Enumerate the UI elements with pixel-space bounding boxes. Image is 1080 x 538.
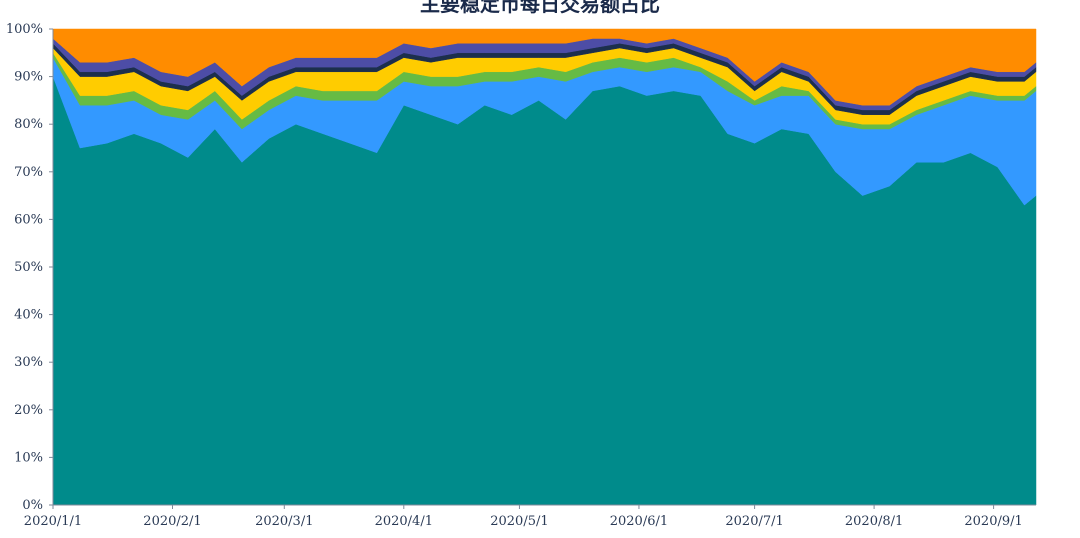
x-tick-label: 2020/3/1 <box>255 514 313 529</box>
x-tick-label: 2020/8/1 <box>845 514 903 529</box>
x-tick-labels: 2020/1/1 2020/2/1 2020/3/1 2020/4/1 2020/5/1… <box>24 514 1023 529</box>
y-tick-label: 40% <box>14 308 43 323</box>
series-areas <box>52 28 1037 506</box>
y-tick-labels: 0% 10% 20% 30% 40% 50% 60% 70% 80% 90% 100% <box>6 22 43 513</box>
x-tick-label: 2020/7/1 <box>725 514 783 529</box>
y-tick-label: 50% <box>14 260 43 275</box>
chart-title: 主要稳定币每日交易额占比 <box>420 0 660 16</box>
y-tick-label: 30% <box>14 355 43 370</box>
y-tick-label: 80% <box>14 117 43 132</box>
x-tick-label: 2020/4/1 <box>375 514 433 529</box>
y-tick-label: 70% <box>14 165 43 180</box>
y-tick-label: 90% <box>14 70 43 85</box>
y-tick-label: 60% <box>14 212 43 227</box>
x-tick-label: 2020/6/1 <box>610 514 668 529</box>
y-tick-label: 20% <box>14 403 43 418</box>
x-tick-label: 2020/5/1 <box>490 514 548 529</box>
series-area-7 <box>52 28 1037 106</box>
x-tick-label: 2020/1/1 <box>24 514 82 529</box>
axes <box>49 28 1036 509</box>
y-tick-label: 100% <box>6 22 43 37</box>
x-tick-label: 2020/9/1 <box>964 514 1022 529</box>
y-tick-label: 10% <box>14 450 43 465</box>
y-tick-label: 0% <box>22 498 43 513</box>
x-tick-label: 2020/2/1 <box>143 514 201 529</box>
